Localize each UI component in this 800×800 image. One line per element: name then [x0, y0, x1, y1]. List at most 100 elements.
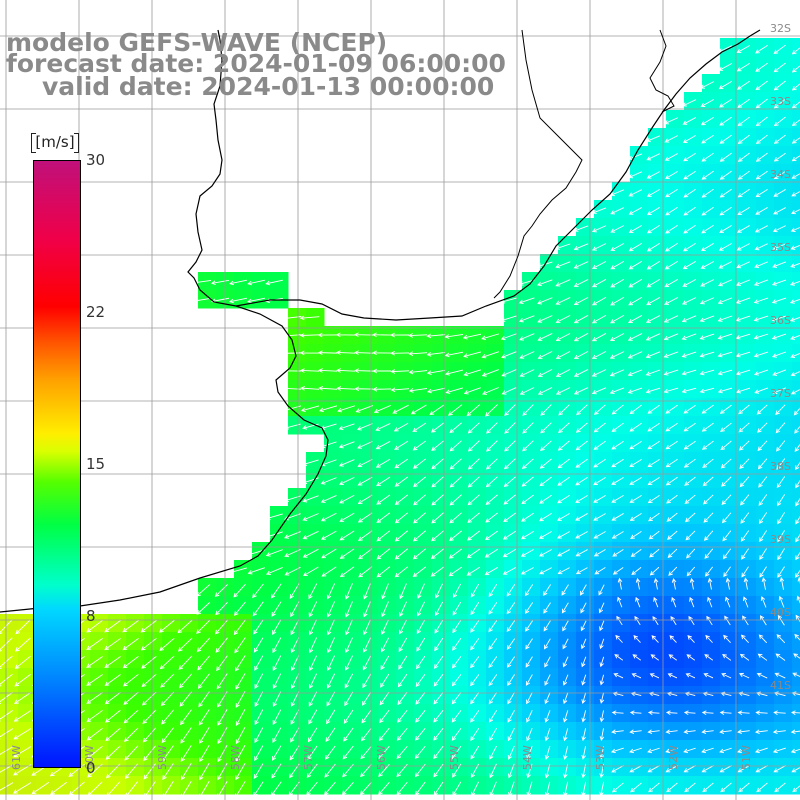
wind-arrow [361, 709, 372, 724]
wind-arrow [721, 512, 732, 524]
latitude-label: 34S [770, 168, 791, 181]
wind-speed-cell [792, 704, 800, 723]
wind-arrow [737, 729, 750, 735]
wind-arrow [665, 729, 678, 734]
wind-arrow [481, 351, 499, 359]
wind-arrow [308, 673, 318, 689]
wind-arrow [794, 633, 800, 641]
wind-arrow [430, 548, 445, 560]
wind-arrow [302, 495, 319, 503]
wind-arrow [616, 615, 623, 626]
wind-arrow [408, 369, 428, 375]
wind-arrow [300, 405, 320, 413]
wind-arrow [302, 566, 319, 577]
wind-arrow [354, 350, 374, 355]
wind-arrow [629, 404, 642, 415]
land-coastline [0, 29, 329, 613]
wind-arrow [591, 296, 607, 306]
wind-arrow [580, 638, 587, 650]
wind-arrow [647, 476, 660, 486]
wind-arrow [503, 494, 516, 505]
wind-arrow [254, 727, 264, 744]
wind-arrow [737, 134, 750, 144]
wind-arrow [381, 619, 389, 635]
wind-arrow [701, 710, 714, 715]
wind-arrow [648, 512, 660, 522]
wind-arrow [647, 494, 660, 504]
wind-arrow [0, 782, 14, 791]
wind-arrow [699, 297, 715, 305]
wind-arrow [557, 567, 570, 575]
wind-arrow [652, 615, 659, 626]
wind-arrow [684, 512, 696, 523]
wind-speed-cell [792, 74, 800, 93]
wind-arrow [631, 567, 642, 576]
wind-arrow [718, 243, 733, 251]
wind-arrow [719, 404, 732, 414]
wind-arrow [649, 566, 660, 576]
wind-arrow [467, 440, 480, 452]
wind-arrow [562, 674, 569, 686]
wind-arrow [599, 692, 605, 704]
wind-arrow [141, 655, 157, 669]
wind-arrow [629, 710, 642, 715]
wind-arrow [452, 601, 462, 616]
wind-arrow [396, 727, 408, 741]
wind-arrow [706, 615, 713, 626]
wind-arrow [0, 619, 13, 634]
wind-arrow [699, 369, 715, 376]
wind-arrow [519, 369, 535, 377]
wind-arrow [612, 549, 624, 557]
wind-arrow [159, 655, 175, 670]
wind-arrow [649, 548, 660, 558]
wind-arrow [158, 619, 175, 633]
wind-arrow [773, 765, 786, 773]
wind-arrow [451, 710, 462, 723]
wind-arrow [537, 369, 553, 377]
wind-arrow [290, 655, 300, 672]
wind-speed-cell [792, 740, 800, 759]
wind-arrow [664, 135, 679, 143]
longitude-label: 52W [667, 745, 680, 770]
wind-arrow [757, 653, 768, 661]
wind-arrow [739, 653, 750, 661]
wind-arrow [740, 634, 749, 644]
wind-arrow [665, 422, 678, 432]
wind-arrow [234, 781, 246, 799]
wind-arrow [326, 583, 336, 600]
wind-arrow [526, 781, 533, 797]
wind-arrow [321, 566, 337, 577]
wind-arrow [537, 387, 553, 395]
wind-arrow [434, 637, 444, 652]
wind-arrow [537, 351, 553, 359]
wind-arrow [431, 476, 444, 488]
wind-arrow [609, 387, 625, 395]
wind-arrow [0, 710, 13, 722]
wind-arrow [630, 531, 642, 539]
wind-arrow [599, 746, 605, 760]
wind-arrow [573, 279, 589, 287]
wind-arrow [737, 710, 750, 715]
wind-arrow [376, 476, 391, 487]
wind-arrow [539, 512, 552, 522]
wind-arrow [704, 654, 714, 661]
wind-arrow [217, 727, 228, 745]
wind-arrow [700, 261, 715, 269]
wind-arrow [124, 745, 139, 761]
wind-arrow [376, 548, 391, 560]
wind-speed-cell [792, 92, 800, 111]
wind-arrow [791, 208, 800, 215]
wind-arrow [793, 653, 800, 659]
wind-arrow [378, 727, 390, 742]
wind-arrow [235, 655, 246, 672]
wind-arrow [598, 584, 605, 596]
wind-arrow [573, 332, 589, 342]
wind-arrow [753, 315, 769, 322]
wind-arrow [372, 368, 392, 374]
wind-arrow [526, 727, 533, 742]
wind-arrow [415, 781, 426, 796]
wind-arrow [198, 709, 210, 726]
wind-arrow [739, 476, 750, 488]
wind-arrow [526, 710, 533, 723]
wind-arrow [773, 80, 786, 91]
